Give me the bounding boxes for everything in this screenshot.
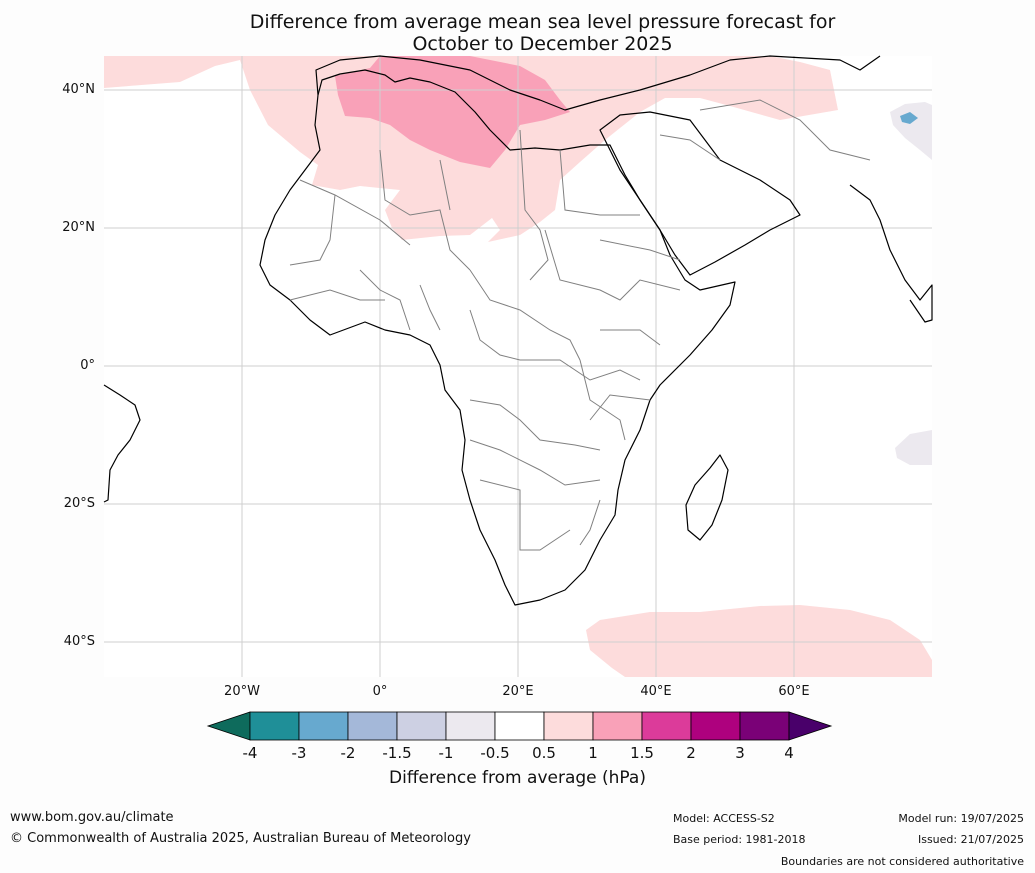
footer-issued: Issued: 21/07/2025 — [917, 833, 1024, 846]
colorbar-tick-label: 0.5 — [532, 744, 556, 762]
footer-base-period: Base period: 1981-2018 — [673, 833, 806, 846]
colorbar-tick-label: -4 — [242, 744, 258, 762]
colorbar-extend-high — [788, 711, 833, 741]
lon-label-60e: 60°E — [778, 684, 810, 699]
footer-model: Model: ACCESS-S2 — [673, 812, 775, 825]
lon-label-20w: 20°W — [224, 684, 260, 699]
lat-label-0: 0° — [80, 358, 95, 373]
coastlines — [103, 55, 933, 606]
colorbar-segment — [641, 711, 692, 741]
colorbar-tick-label: -0.5 — [480, 744, 510, 762]
colorbar-tick-label: -2 — [340, 744, 356, 762]
anomaly-weak-positive-south — [586, 605, 932, 677]
graticule — [104, 56, 932, 677]
arabia-coastline — [599, 111, 801, 276]
colorbar-segment — [494, 711, 545, 741]
lat-label-40n: 40°N — [62, 82, 95, 97]
country-borders — [289, 99, 871, 551]
colorbar-segment — [690, 711, 741, 741]
lon-label-40e: 40°E — [640, 684, 672, 699]
colorbar-tick-label: -1.5 — [382, 744, 412, 762]
south-america-coastline — [103, 384, 141, 503]
anomaly-weak-negative-east — [895, 430, 932, 465]
lon-label-20e: 20°E — [502, 684, 534, 699]
colorbar-tick-label: 1.5 — [630, 744, 654, 762]
colorbar-segment — [298, 711, 349, 741]
colorbar-segment — [445, 711, 496, 741]
anomaly-moderate-negative-northeast — [900, 112, 918, 124]
colorbar-extend-low — [206, 711, 251, 741]
colorbar-tick-label: 4 — [784, 744, 794, 762]
footer-copyright: © Commonwealth of Australia 2025, Austra… — [10, 831, 471, 846]
title-line-1: Difference from average mean sea level p… — [249, 11, 836, 33]
pressure-anomaly-shading — [104, 56, 932, 677]
colorbar-tick-label: -1 — [438, 744, 454, 762]
lat-label-20s: 20°S — [63, 496, 95, 511]
africa-coastline — [259, 69, 736, 606]
colorbar-segment — [739, 711, 790, 741]
anomaly-moderate-positive-north — [335, 56, 570, 168]
title-line-2: October to December 2025 — [412, 33, 673, 55]
colorbar-segment — [543, 711, 594, 741]
footer-disclaimer: Boundaries are not considered authoritat… — [780, 855, 1024, 868]
colorbar-segment — [396, 711, 447, 741]
colorbar-tick-label: 3 — [735, 744, 745, 762]
footer-model-run: Model run: 19/07/2025 — [898, 812, 1024, 825]
colorbar — [206, 711, 833, 741]
europe-coastline — [315, 55, 881, 111]
colorbar-segment — [592, 711, 643, 741]
india-coastline — [849, 184, 933, 323]
colorbar-tick-label: 2 — [686, 744, 696, 762]
colorbar-tick-label: -3 — [291, 744, 307, 762]
madagascar-coastline — [685, 454, 729, 541]
footer-website[interactable]: www.bom.gov.au/climate — [10, 810, 174, 825]
colorbar-segment — [347, 711, 398, 741]
colorbar-segment — [249, 711, 300, 741]
colorbar-title: Difference from average (hPa) — [389, 768, 646, 788]
lat-label-20n: 20°N — [62, 220, 95, 235]
lon-label-0: 0° — [372, 684, 388, 699]
lat-label-40s: 40°S — [63, 634, 95, 649]
colorbar-tick-label: 1 — [588, 744, 598, 762]
